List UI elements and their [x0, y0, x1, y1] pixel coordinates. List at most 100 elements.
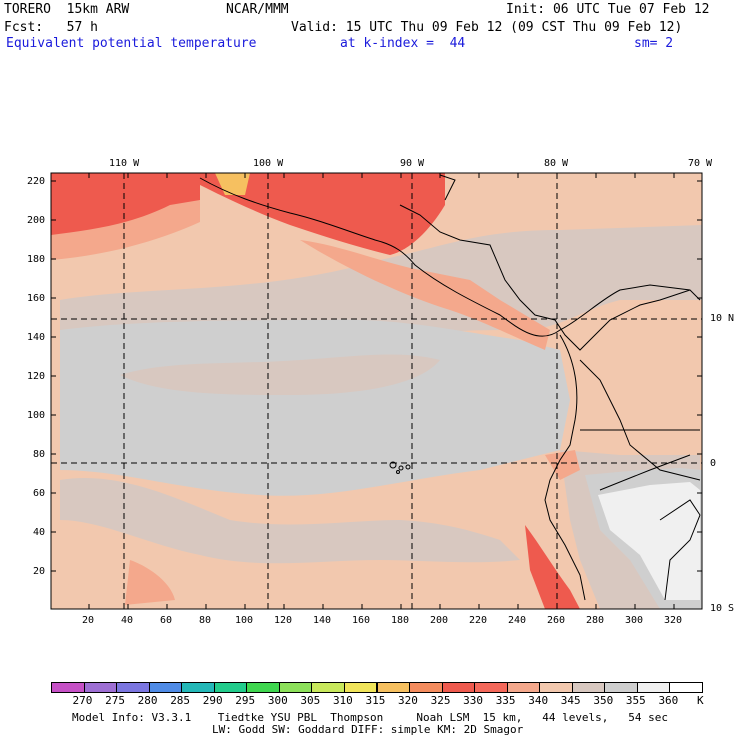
valid-time: Valid: 15 UTC Thu 09 Feb 12 (09 CST Thu …	[291, 20, 683, 35]
colorbar-swatch	[311, 682, 345, 693]
x-label: 220	[469, 615, 488, 626]
south-america-west-coast	[544, 334, 586, 601]
x-label: 40	[121, 615, 134, 626]
lat-label-10s: 10 S	[710, 603, 735, 614]
central-america-pacific-coast	[199, 177, 701, 337]
y-label: 160	[27, 293, 46, 304]
y-label: 220	[27, 176, 46, 187]
central-america-caribbean-coast	[399, 204, 691, 351]
lon-label-80w: 80 W	[544, 158, 569, 169]
field-330-peru-coast	[525, 525, 580, 609]
field-330-region-mexico	[200, 173, 445, 255]
x-label: 140	[313, 615, 332, 626]
lon-label-110w: 110 W	[109, 158, 140, 169]
x-label: 100	[235, 615, 254, 626]
model-name: TORERO 15km ARW	[4, 2, 130, 17]
colorbar-tick-label: 285	[170, 694, 191, 707]
colorbar-swatch	[571, 682, 606, 693]
x-label: 160	[352, 615, 371, 626]
brazil-border	[659, 499, 701, 601]
colorbar-swatch	[51, 682, 85, 693]
colombia-border	[579, 359, 701, 481]
lat-label-10n: 10 N	[710, 313, 735, 324]
colorbar-unit: K	[697, 694, 704, 707]
galapagos-islands	[389, 461, 411, 474]
x-label: 200	[430, 615, 449, 626]
colorbar-swatch	[474, 682, 508, 693]
center-name: NCAR/MMM	[226, 2, 289, 17]
field-355-band-central	[60, 319, 570, 496]
lon-label-70w: 70 W	[688, 158, 713, 169]
field-340-central-america	[300, 240, 550, 350]
colorbar-tick-label: 305	[300, 694, 321, 707]
colorbar-swatch	[669, 682, 703, 693]
init-time: Init: 06 UTC Tue 07 Feb 12	[506, 2, 710, 17]
y-label: 60	[33, 488, 46, 499]
colorbar-tick-label: 350	[593, 694, 614, 707]
colorbar-tick-label: 270	[72, 694, 93, 707]
colorbar-tick-label: 325	[430, 694, 451, 707]
x-label: 240	[508, 615, 527, 626]
colorbar-swatch	[116, 682, 150, 693]
amazon-360-region	[598, 482, 700, 600]
y-label: 180	[27, 254, 46, 265]
colorbar-tick-label: 280	[137, 694, 158, 707]
colorbar-swatch	[278, 682, 313, 693]
graticule	[51, 173, 702, 609]
field-350-patch	[120, 354, 440, 395]
field-350-band-south	[60, 478, 520, 564]
colorbar-swatch	[376, 682, 411, 693]
colorbar-tick-label: 315	[365, 694, 386, 707]
colorbar-tick-label: 275	[105, 694, 125, 707]
colorbar-tick-label: 290	[202, 694, 223, 707]
x-label: 280	[586, 615, 605, 626]
colorbar-tick-label: 355	[625, 694, 646, 707]
colorbar-tick-label: 360	[658, 694, 679, 707]
colorbar-tick-label: 320	[398, 694, 418, 707]
colorbar-swatch	[148, 682, 183, 693]
level-info: at k-index = 44	[340, 36, 466, 51]
colorbar-swatch	[246, 682, 280, 693]
colorbar-tick-label: 310	[332, 694, 353, 707]
colorbar-swatch	[604, 682, 638, 693]
colorbar-swatch	[343, 682, 378, 693]
colorbar-swatch	[441, 682, 476, 693]
colorbar-tick-label: 345	[560, 694, 581, 707]
y-label: 40	[33, 527, 46, 538]
x-label: 320	[664, 615, 683, 626]
colorbar-swatch	[539, 682, 573, 693]
lon-label-90w: 90 W	[400, 158, 425, 169]
colorbar-swatch	[181, 682, 215, 693]
colorbar-swatch	[83, 682, 118, 693]
y-label: 80	[33, 449, 46, 460]
lat-label-0: 0	[710, 458, 717, 469]
x-label: 60	[160, 615, 173, 626]
x-label: 80	[199, 615, 212, 626]
model-info-line1: Model Info: V3.3.1 Tiedtke YSU PBL Thomp…	[72, 711, 669, 724]
forecast-hour: Fcst: 57 h	[4, 20, 98, 35]
yucatan-border	[439, 174, 456, 201]
x-label: 300	[625, 615, 644, 626]
y-label: 120	[27, 371, 46, 382]
lon-label-100w: 100 W	[253, 158, 284, 169]
x-label: 120	[274, 615, 293, 626]
x-label: 180	[391, 615, 410, 626]
axis-ticks	[51, 173, 702, 609]
x-label: 20	[82, 615, 95, 626]
colorbar-tick-label: 340	[528, 694, 549, 707]
coastlines	[199, 174, 701, 601]
colorbar-swatch	[213, 682, 248, 693]
colorbar-tick-label: 295	[235, 694, 256, 707]
model-info-line2: LW: Godd SW: Goddard DIFF: simple KM: 2D…	[212, 723, 524, 736]
field-330-region-west	[51, 173, 200, 245]
y-label: 20	[33, 566, 46, 577]
field-340-patch-colombia	[545, 450, 580, 480]
colorbar-tick-label: 300	[267, 694, 288, 707]
field-name: Equivalent potential temperature	[6, 36, 257, 51]
y-label: 100	[27, 410, 46, 421]
colorbar-swatch	[409, 682, 443, 693]
y-label: 200	[27, 215, 46, 226]
smoothing-info: sm= 2	[634, 36, 674, 51]
y-label: 140	[27, 332, 46, 343]
